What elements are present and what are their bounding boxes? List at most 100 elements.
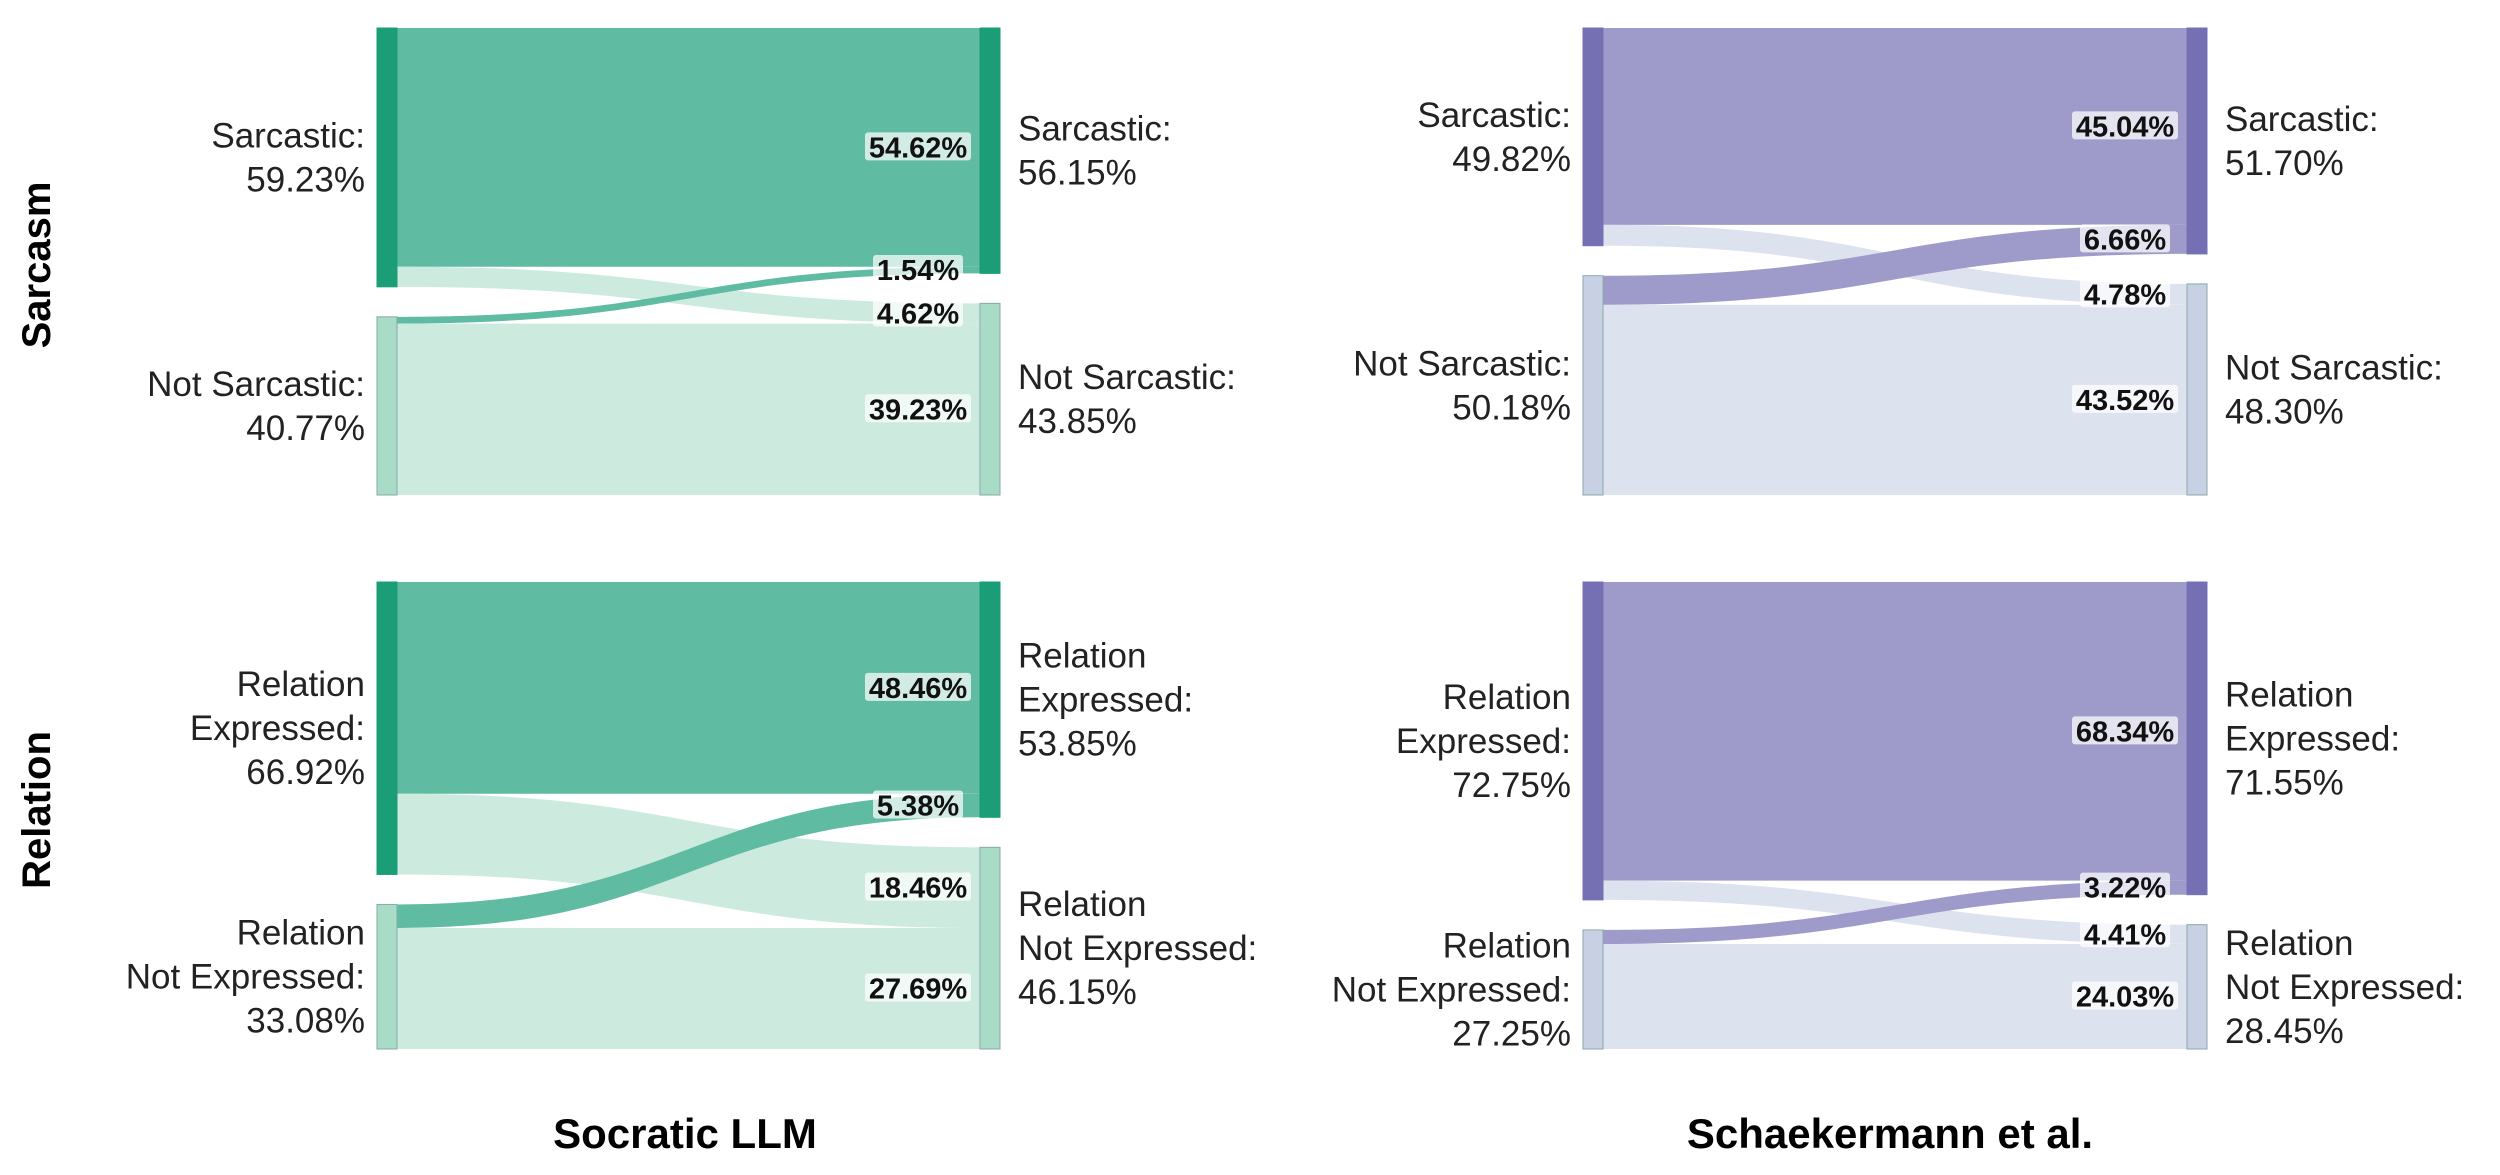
left-node-label-relation-expressed: Relation Expressed: 72.75% [1396,678,1571,805]
left-node-label-line: Sarcastic: [1417,96,1571,135]
flow-label-background [2080,919,2170,948]
right-node-label-line: 43.85% [1018,402,1137,441]
right-node-relation-expressed [2186,581,2208,896]
left-node-relation-expressed [1582,581,1604,901]
flow-value-label: 1.54% [877,255,959,287]
right-node-label-relation-not-expressed: Relation Not Expressed: 46.15% [1018,885,1257,1012]
right-node-not-sarcastic [979,302,1001,496]
right-node-label-sarcastic: Sarcastic: 51.70% [2225,100,2379,183]
flow-value-label: 18.46% [869,873,968,905]
left-node-label-line: Not Expressed: [1332,970,1571,1009]
left-node-label-line: 66.92% [246,753,365,792]
sankey-panel-relation-socratic: Relation Expressed: 66.92% Relation Not Expr… [126,581,1257,1050]
flow-value-label: 4.62% [877,298,959,330]
right-node-label-relation-not-expressed: Relation Not Expressed: 28.45% [2225,924,2464,1051]
left-node-label-line: Relation [237,665,365,704]
flow-value-label: 39.23% [869,394,968,426]
right-node-label-sarcastic: Sarcastic: 56.15% [1018,110,1172,193]
flow-label-background [2072,716,2178,745]
flow-label-background [865,672,971,701]
right-node-label-line: 53.85% [1018,725,1137,764]
left-node-label-line: Not Sarcastic: [1353,344,1571,383]
sankey-panel-sarcasm-schaekermann: Sarcastic: 49.82% Not Sarcastic: 50.18% Sarc… [1353,27,2443,496]
left-node-relation-not-expressed [376,903,398,1050]
right-node-label-line: Not Sarcastic: [1018,358,1236,397]
flow-value-label: 27.69% [869,973,968,1005]
flow-label-background [2080,872,2170,901]
left-node-label-relation-not-expressed: Relation Not Expressed: 33.08% [126,914,365,1041]
left-node-not-sarcastic [1582,275,1604,496]
right-node-label-line: Expressed: [1018,681,1193,720]
flow-value-label: 54.62% [869,132,968,164]
left-node-label-sarcastic: Sarcastic: 59.23% [211,116,365,199]
right-node-label-line: Relation [1018,885,1146,924]
right-node-label-line: 46.15% [1018,973,1137,1012]
flow-label-background [873,790,963,819]
left-node-label-line: Relation [237,914,365,953]
sankey-panel-sarcasm-socratic: Sarcastic: 59.23% Not Sarcastic: 40.77% Sarc… [147,27,1236,496]
flow-label-background [865,973,971,1002]
flow-value-label: 68.34% [2076,716,2175,748]
flow-relation-not-expressed-to-relation-not-expressed [1603,943,2187,1049]
right-node-label-line: Sarcastic: [2225,100,2379,139]
right-node-label-line: Not Expressed: [1018,929,1257,968]
right-node-label-relation-expressed: Relation Expressed: 71.55% [2225,675,2400,802]
left-node-label-line: 49.82% [1452,140,1571,179]
right-node-label-line: Relation [1018,637,1146,676]
flow-label-background [865,394,971,423]
flow-label-background [873,255,963,284]
flow-relation-not-expressed-to-relation-not-expressed [397,927,980,1049]
right-node-label-line: Not Sarcastic: [2225,348,2443,387]
flow-not-sarcastic-to-not-sarcastic [1603,304,2187,495]
right-node-label-line: Relation [2225,675,2353,714]
flow-not-sarcastic-to-not-sarcastic [397,323,980,495]
sankey-panel-relation-schaekermann: Relation Expressed: 72.75% Relation Not Expr… [1332,581,2464,1053]
left-node-label-line: 27.25% [1452,1014,1571,1053]
right-node-label-not-sarcastic: Not Sarcastic: 48.30% [2225,348,2443,431]
left-node-label-line: 33.08% [246,1002,365,1041]
left-node-label-relation-expressed: Relation Expressed: 66.92% [190,665,365,792]
column-title-schaekermann: Schaekermann et al. [1687,1110,2093,1157]
right-node-sarcastic [2186,27,2208,255]
flow-relation-expressed-to-relation-expressed [1603,582,2187,881]
flow-value-label: 45.04% [2076,111,2175,143]
right-node-label-not-sarcastic: Not Sarcastic: 43.85% [1018,358,1236,441]
left-node-label-sarcastic: Sarcastic: 49.82% [1417,96,1571,179]
left-node-relation-expressed [376,581,398,875]
right-node-relation-expressed [979,581,1001,818]
right-node-label-line: 48.30% [2225,392,2344,431]
left-node-label-relation-not-expressed: Relation Not Expressed: 27.25% [1332,926,1571,1053]
left-node-label-line: Relation [1443,678,1571,717]
left-node-label-line: Expressed: [190,709,365,748]
right-node-sarcastic [979,27,1001,274]
left-node-not-sarcastic [376,316,398,496]
left-node-sarcastic [376,27,398,288]
right-node-relation-not-expressed [979,846,1001,1050]
flow-value-label: 4.41% [2084,919,2166,951]
left-node-label-line: 72.75% [1452,766,1571,805]
flow-label-background [2072,384,2178,413]
flow-value-label: 43.52% [2076,385,2175,417]
flow-label-background [2080,224,2170,253]
flow-label-background [2072,981,2178,1010]
flow-not-sarcastic-to-sarcastic [1603,224,2187,305]
right-node-not-sarcastic [2186,283,2208,496]
flow-label-background [873,298,963,327]
row-title-relation: Relation [15,731,59,889]
right-node-label-relation-expressed: Relation Expressed: 53.85% [1018,637,1193,764]
left-node-relation-not-expressed [1582,929,1604,1050]
row-title-sarcasm: Sarcasm [15,182,59,349]
flow-label-background [865,132,971,161]
flow-value-label: 48.46% [869,673,968,705]
left-node-label-line: Expressed: [1396,722,1571,761]
flow-relation-expressed-to-relation-expressed [397,582,980,794]
flow-label-background [865,872,971,901]
flow-relation-not-expressed-to-relation-expressed [397,793,980,928]
flow-sarcastic-to-sarcastic [1603,28,2187,225]
flow-label-background [2072,111,2178,140]
flow-value-label: 24.03% [2076,981,2175,1013]
left-node-sarcastic [1582,27,1604,247]
right-node-relation-not-expressed [2186,924,2208,1050]
left-node-label-line: 40.77% [246,409,365,448]
